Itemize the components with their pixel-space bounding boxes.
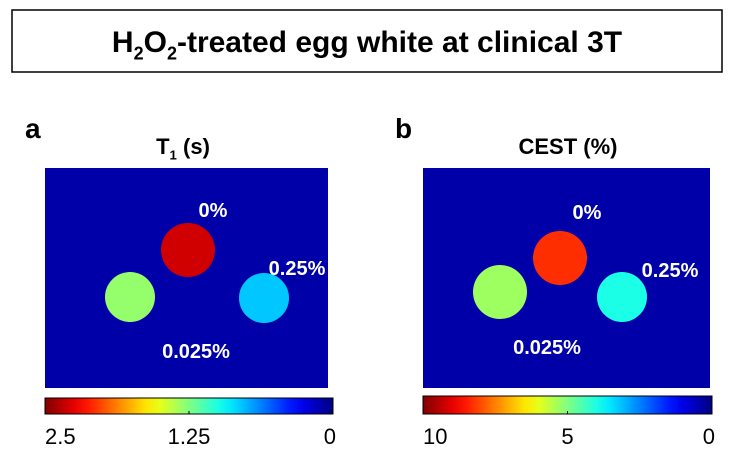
colorbar-tick-label: 0 bbox=[324, 424, 336, 449]
colorbar-tick-label: 5 bbox=[561, 424, 573, 449]
text-part: H bbox=[112, 26, 134, 59]
phantom-label: 0.025% bbox=[162, 341, 230, 363]
title-box bbox=[11, 9, 723, 73]
phantom bbox=[105, 272, 155, 322]
text-part: 2 bbox=[167, 44, 177, 64]
phantom-label: 0.25% bbox=[269, 258, 326, 280]
rich-text: H2O2-treated egg white at clinical 3T bbox=[112, 26, 622, 64]
rich-text: CEST (%) bbox=[519, 134, 618, 159]
text-part: -treated egg white at clinical 3T bbox=[177, 26, 622, 59]
text-part: 2 bbox=[134, 44, 144, 64]
phantom bbox=[533, 231, 587, 285]
phantom bbox=[597, 272, 647, 322]
phantom-label: 0% bbox=[199, 200, 228, 222]
text-part: 1 bbox=[170, 148, 177, 163]
colorbar-tick-label: 1.25 bbox=[168, 424, 211, 449]
panel-label: b bbox=[395, 113, 412, 144]
colorbar-tick-label: 0 bbox=[703, 424, 715, 449]
text-part: (s) bbox=[177, 134, 210, 159]
rich-text: T1 (s) bbox=[156, 134, 210, 163]
phantom-label: 0.25% bbox=[642, 260, 699, 282]
phantom bbox=[161, 223, 215, 277]
text-part: O bbox=[144, 26, 167, 59]
text-part: CEST (%) bbox=[519, 134, 618, 159]
colorbar-tick-label: 2.5 bbox=[45, 424, 76, 449]
colorbar-tick-label: 10 bbox=[423, 424, 447, 449]
panel-label: a bbox=[25, 113, 41, 144]
phantom-label: 0.025% bbox=[513, 337, 581, 359]
phantom bbox=[239, 273, 289, 323]
phantom bbox=[473, 265, 527, 319]
text-part: T bbox=[156, 134, 170, 159]
phantom-label: 0% bbox=[573, 202, 602, 224]
image-background bbox=[45, 168, 328, 388]
